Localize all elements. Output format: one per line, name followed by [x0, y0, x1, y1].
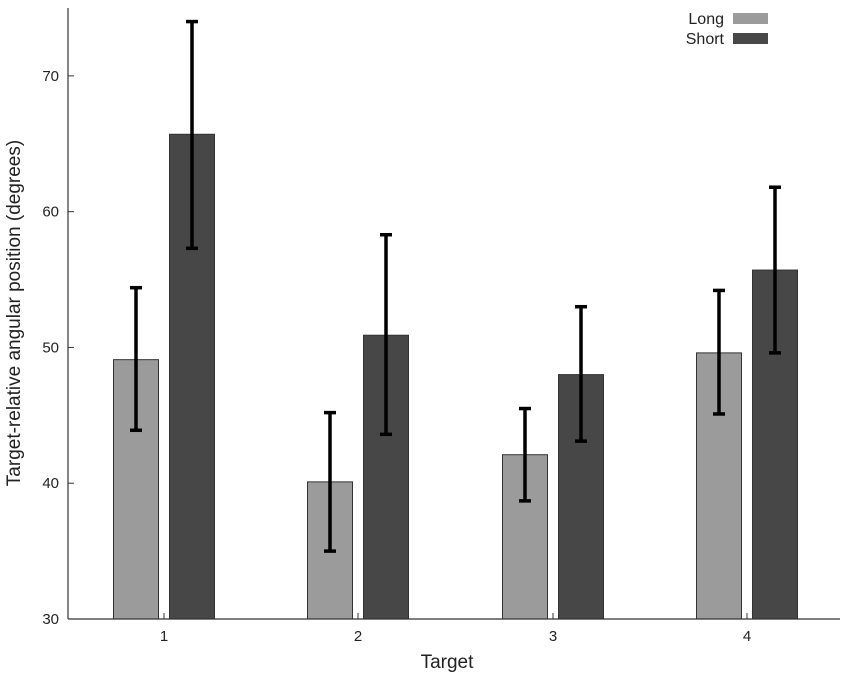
- y-tick-label-50: 50: [42, 339, 59, 356]
- y-ticks: 30 40 50 60 70: [42, 68, 74, 628]
- x-tick-label-1: 1: [160, 628, 168, 645]
- x-tick-label-2: 2: [354, 628, 362, 645]
- legend-swatch-short: [733, 33, 768, 44]
- y-tick-label-60: 60: [42, 204, 59, 221]
- y-tick-label-70: 70: [42, 68, 59, 85]
- legend-swatch-long: [733, 13, 768, 24]
- x-axis-title: Target: [421, 652, 475, 673]
- y-axis-title: Target-relative angular position (degree…: [4, 140, 25, 486]
- legend-label-short: Short: [686, 31, 725, 48]
- bars-layer: [113, 133, 798, 620]
- legend-label-long: Long: [688, 11, 724, 28]
- y-tick-label-40: 40: [42, 475, 59, 492]
- x-tick-label-4: 4: [743, 628, 751, 645]
- x-ticks: 1 2 3 4: [160, 613, 751, 645]
- error-bars-layer: [130, 19, 781, 553]
- legend: Long Short: [686, 11, 768, 48]
- x-tick-label-3: 3: [549, 628, 557, 645]
- y-tick-label-30: 30: [42, 611, 59, 628]
